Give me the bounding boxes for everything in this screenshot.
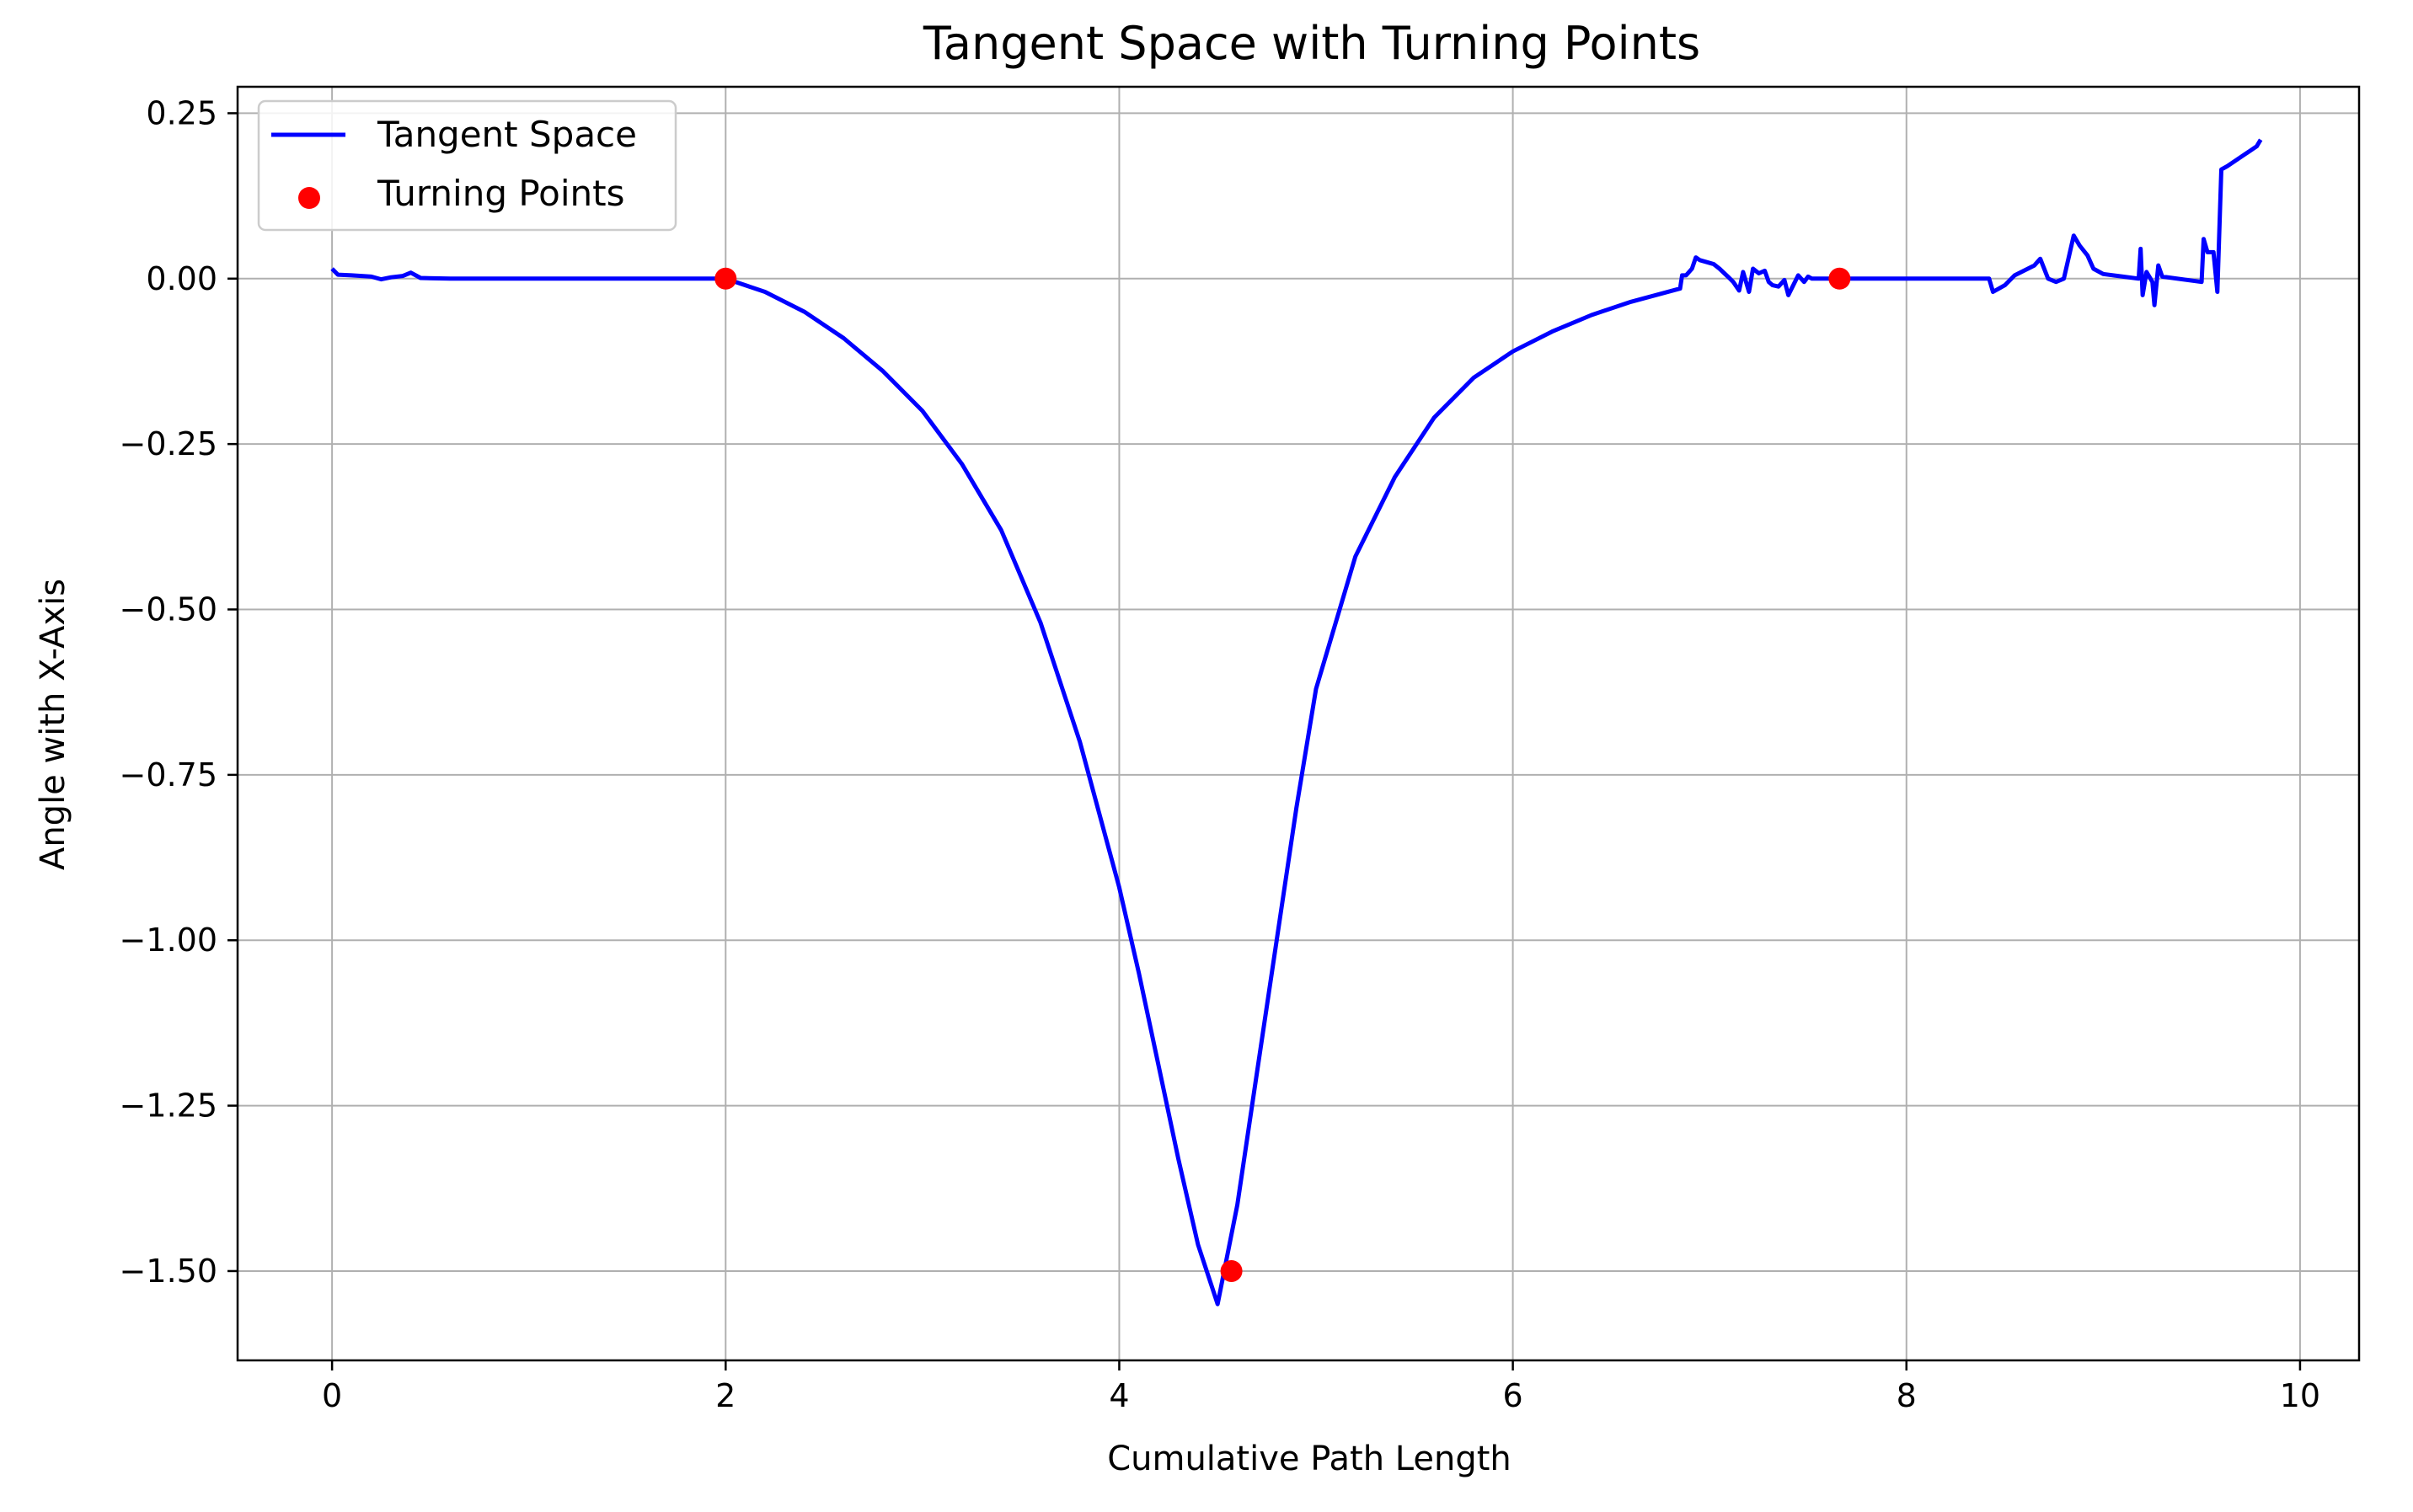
y-tick-label: 0.25 (146, 94, 217, 131)
x-tick-label: 2 (715, 1377, 736, 1414)
legend-box (257, 99, 677, 232)
legend-label-turning-points: Turning Points (377, 173, 625, 214)
plot-frame (236, 85, 2361, 1362)
series-line-tangent-space (330, 138, 2263, 1306)
legend: Tangent Space Turning Points (257, 99, 677, 232)
axis-ticks: 0 2 4 6 8 10 0.25 0.00 −0.25 −0.50 −0.75 −1.00 −1.25… (120, 94, 2321, 1414)
x-tick-label: 6 (1503, 1377, 1523, 1414)
turning-point-marker (1220, 1259, 1243, 1282)
x-tick-label: 0 (322, 1377, 342, 1414)
y-tick-label: 0.00 (146, 260, 217, 297)
legend-marker-swatch (298, 187, 320, 209)
x-axis-label: Cumulative Path Length (1107, 1440, 1511, 1478)
y-tick-label: −0.25 (120, 425, 217, 462)
x-tick-label: 10 (2280, 1377, 2320, 1414)
x-tick-label: 8 (1897, 1377, 1917, 1414)
plot-area (330, 138, 2263, 1306)
y-tick-label: −1.50 (120, 1253, 217, 1290)
y-axis-label: Angle with X-Axis (34, 579, 72, 870)
legend-label-tangent-space: Tangent Space (377, 114, 637, 155)
chart-title: Tangent Space with Turning Points (923, 17, 1700, 70)
turning-point-marker (714, 267, 737, 290)
grid (238, 87, 2359, 1360)
y-tick-label: −0.50 (120, 591, 217, 628)
y-tick-label: −0.75 (120, 756, 217, 793)
turning-point-marker (1828, 267, 1851, 290)
y-tick-label: −1.25 (120, 1087, 217, 1125)
y-tick-label: −1.00 (120, 922, 217, 959)
x-tick-label: 4 (1109, 1377, 1129, 1414)
